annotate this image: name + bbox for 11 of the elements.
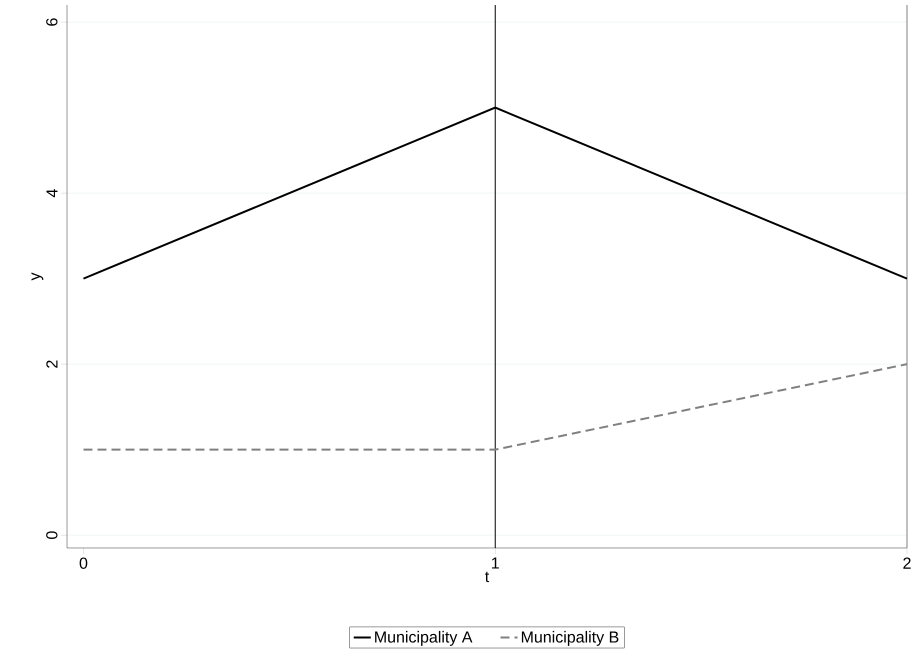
y-tick-label: 0 (46, 531, 58, 539)
legend-label: Municipality A (375, 630, 472, 646)
y-axis-title: y (32, 272, 44, 280)
y-tick-label: 6 (46, 18, 58, 26)
x-tick-label: 1 (492, 558, 499, 569)
x-tick-label: 0 (80, 558, 88, 569)
x-tick-label: 2 (903, 558, 911, 569)
legend-label: Municipality B (522, 630, 618, 646)
x-axis-title: t (485, 572, 490, 582)
y-tick-label: 2 (46, 360, 58, 368)
y-tick-label: 4 (46, 189, 58, 198)
